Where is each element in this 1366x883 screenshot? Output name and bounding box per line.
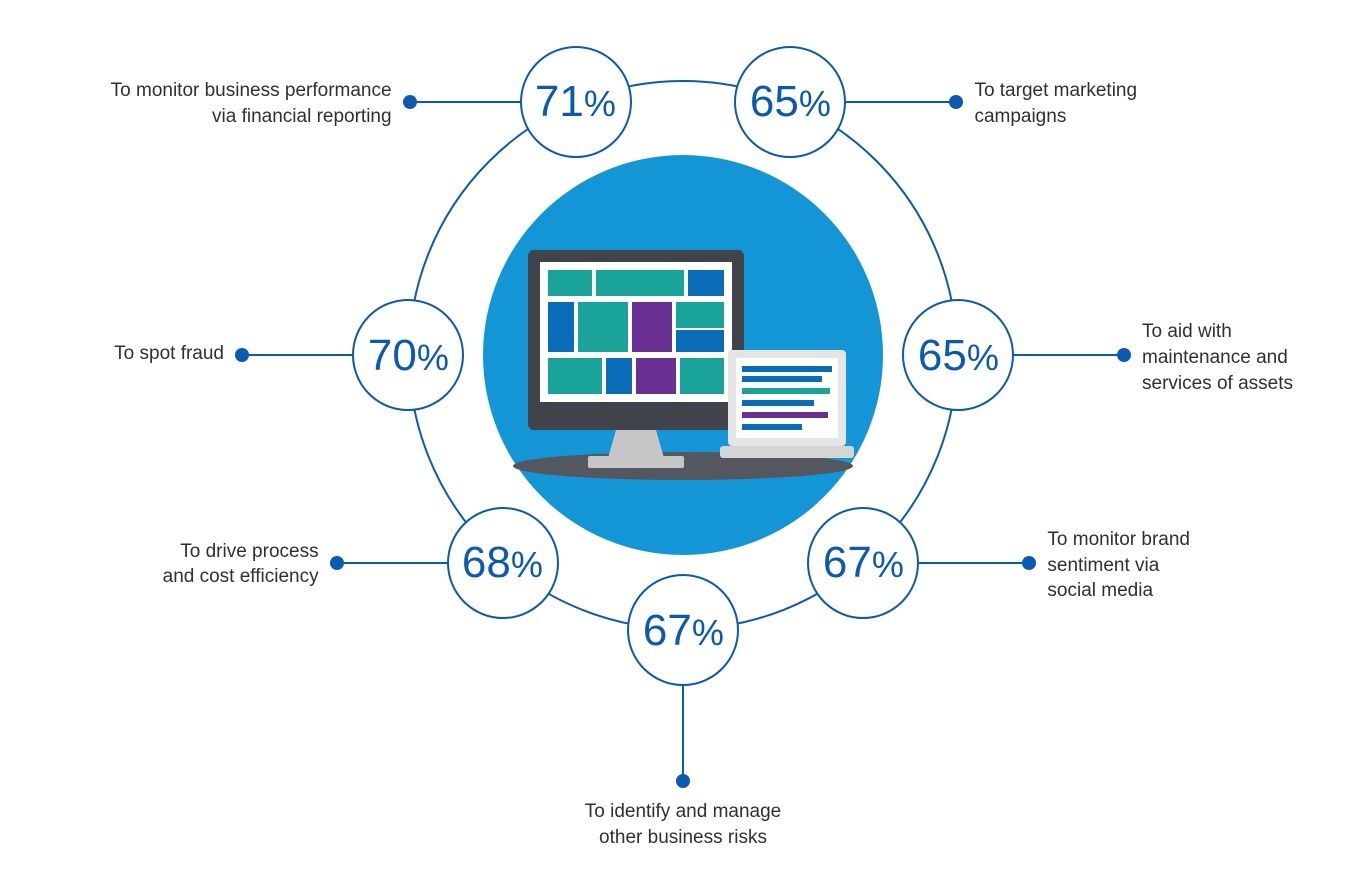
stat-label-n65a: To target marketingcampaigns bbox=[974, 78, 1137, 129]
stat-node-n67b: 67% bbox=[627, 574, 739, 686]
stat-label-n67a: To monitor brandsentiment viasocial medi… bbox=[1047, 527, 1190, 604]
stat-label-n71: To monitor business performancevia finan… bbox=[111, 78, 392, 129]
svg-text:71%: 71% bbox=[535, 77, 616, 126]
connector-line bbox=[919, 562, 1029, 564]
radial-infographic: 71% To monitor business performancevia fi… bbox=[0, 0, 1366, 883]
svg-text:65%: 65% bbox=[750, 77, 831, 126]
svg-text:67%: 67% bbox=[642, 605, 723, 654]
stat-node-n65a: 65% bbox=[734, 46, 846, 158]
dashboard-icon bbox=[498, 230, 868, 490]
stat-node-n71: 71% bbox=[520, 46, 632, 158]
connector-dot bbox=[1117, 348, 1131, 362]
stat-node-n65b: 65% bbox=[902, 299, 1014, 411]
stat-label-n70: To spot fraud bbox=[114, 341, 224, 367]
svg-text:68%: 68% bbox=[462, 538, 543, 587]
connector-dot bbox=[949, 95, 963, 109]
stat-node-n70: 70% bbox=[352, 299, 464, 411]
connector-dot bbox=[330, 556, 344, 570]
connector-line bbox=[242, 354, 352, 356]
svg-text:70%: 70% bbox=[367, 330, 448, 379]
connector-dot bbox=[1022, 556, 1036, 570]
svg-text:67%: 67% bbox=[823, 538, 904, 587]
stat-label-n67b: To identify and manageother business ris… bbox=[528, 799, 838, 850]
connector-line bbox=[682, 686, 684, 781]
stat-node-n67a: 67% bbox=[807, 507, 919, 619]
stat-label-n65b: To aid withmaintenance andservices of as… bbox=[1142, 319, 1293, 396]
connector-line bbox=[1014, 354, 1124, 356]
connector-dot bbox=[403, 95, 417, 109]
svg-text:65%: 65% bbox=[917, 330, 998, 379]
stat-node-n68: 68% bbox=[447, 507, 559, 619]
connector-line bbox=[337, 562, 447, 564]
connector-dot bbox=[235, 348, 249, 362]
connector-dot bbox=[676, 774, 690, 788]
stat-label-n68: To drive processand cost efficiency bbox=[163, 539, 319, 590]
connector-line bbox=[846, 101, 956, 103]
connector-line bbox=[410, 101, 520, 103]
